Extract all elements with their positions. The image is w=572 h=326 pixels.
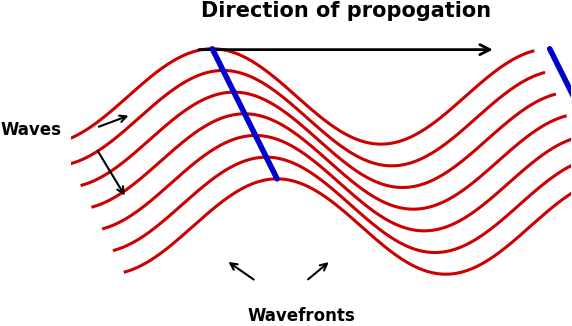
Text: Waves: Waves [0, 121, 61, 139]
Text: Wavefronts: Wavefronts [247, 307, 355, 325]
Text: Direction of propogation: Direction of propogation [201, 1, 491, 21]
